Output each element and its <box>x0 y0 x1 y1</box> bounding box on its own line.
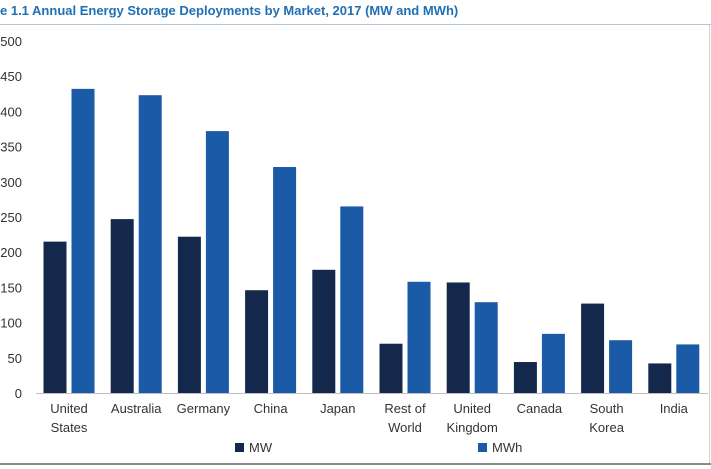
y-tick-label: 200 <box>0 245 22 260</box>
x-tick-label: United States <box>50 401 88 435</box>
bar-mw <box>446 282 470 393</box>
y-tick-label: 100 <box>0 316 22 331</box>
y-tick-label: 350 <box>0 140 22 155</box>
x-tick-label: Germany <box>177 401 231 416</box>
bar-mw <box>513 362 537 393</box>
y-tick-label: 400 <box>0 104 22 119</box>
bar-mwh <box>609 340 633 393</box>
bar-mw <box>177 236 201 393</box>
bar-mw <box>379 343 403 393</box>
bar-mw <box>43 241 67 393</box>
x-tick-label: India <box>660 401 689 416</box>
bar-mwh <box>273 167 297 393</box>
x-tick-label: Canada <box>517 401 563 416</box>
bar-mwh <box>138 95 162 393</box>
y-tick-label: 300 <box>0 175 22 190</box>
legend-swatch-mw <box>235 443 244 452</box>
y-tick-label: 500 <box>0 34 22 49</box>
bottom-border <box>0 463 711 465</box>
right-border <box>709 25 710 464</box>
bar-mwh <box>676 344 700 393</box>
y-tick-label: 150 <box>0 280 22 295</box>
legend-swatch-mwh <box>478 443 487 452</box>
bar-mwh <box>541 333 565 393</box>
y-tick-label: 0 <box>15 386 22 401</box>
bar-mwh <box>205 131 229 393</box>
legend-label-mw: MW <box>249 440 273 455</box>
y-tick-label: 50 <box>8 351 22 366</box>
x-tick-label: South Korea <box>589 401 624 435</box>
y-tick-label: 250 <box>0 210 22 225</box>
chart-title: e 1.1 Annual Energy Storage Deployments … <box>0 3 459 18</box>
bar-mw <box>581 303 605 393</box>
legend-label-mwh: MWh <box>492 440 522 455</box>
x-tick-label: China <box>254 401 289 416</box>
bar-mwh <box>71 88 95 393</box>
bar-mw <box>312 269 336 393</box>
x-tick-label: United Kingdom <box>447 401 498 435</box>
bar-mwh <box>340 206 364 393</box>
bar-mwh <box>474 302 498 393</box>
bar-mw <box>245 290 269 393</box>
x-tick-label: Australia <box>111 401 162 416</box>
bar-mw <box>648 363 672 393</box>
bar-mwh <box>407 281 431 393</box>
y-tick-label: 450 <box>0 69 22 84</box>
title-divider <box>0 24 711 25</box>
x-tick-label: Rest of World <box>384 401 426 435</box>
bar-mw <box>110 219 134 393</box>
x-tick-label: Japan <box>320 401 355 416</box>
